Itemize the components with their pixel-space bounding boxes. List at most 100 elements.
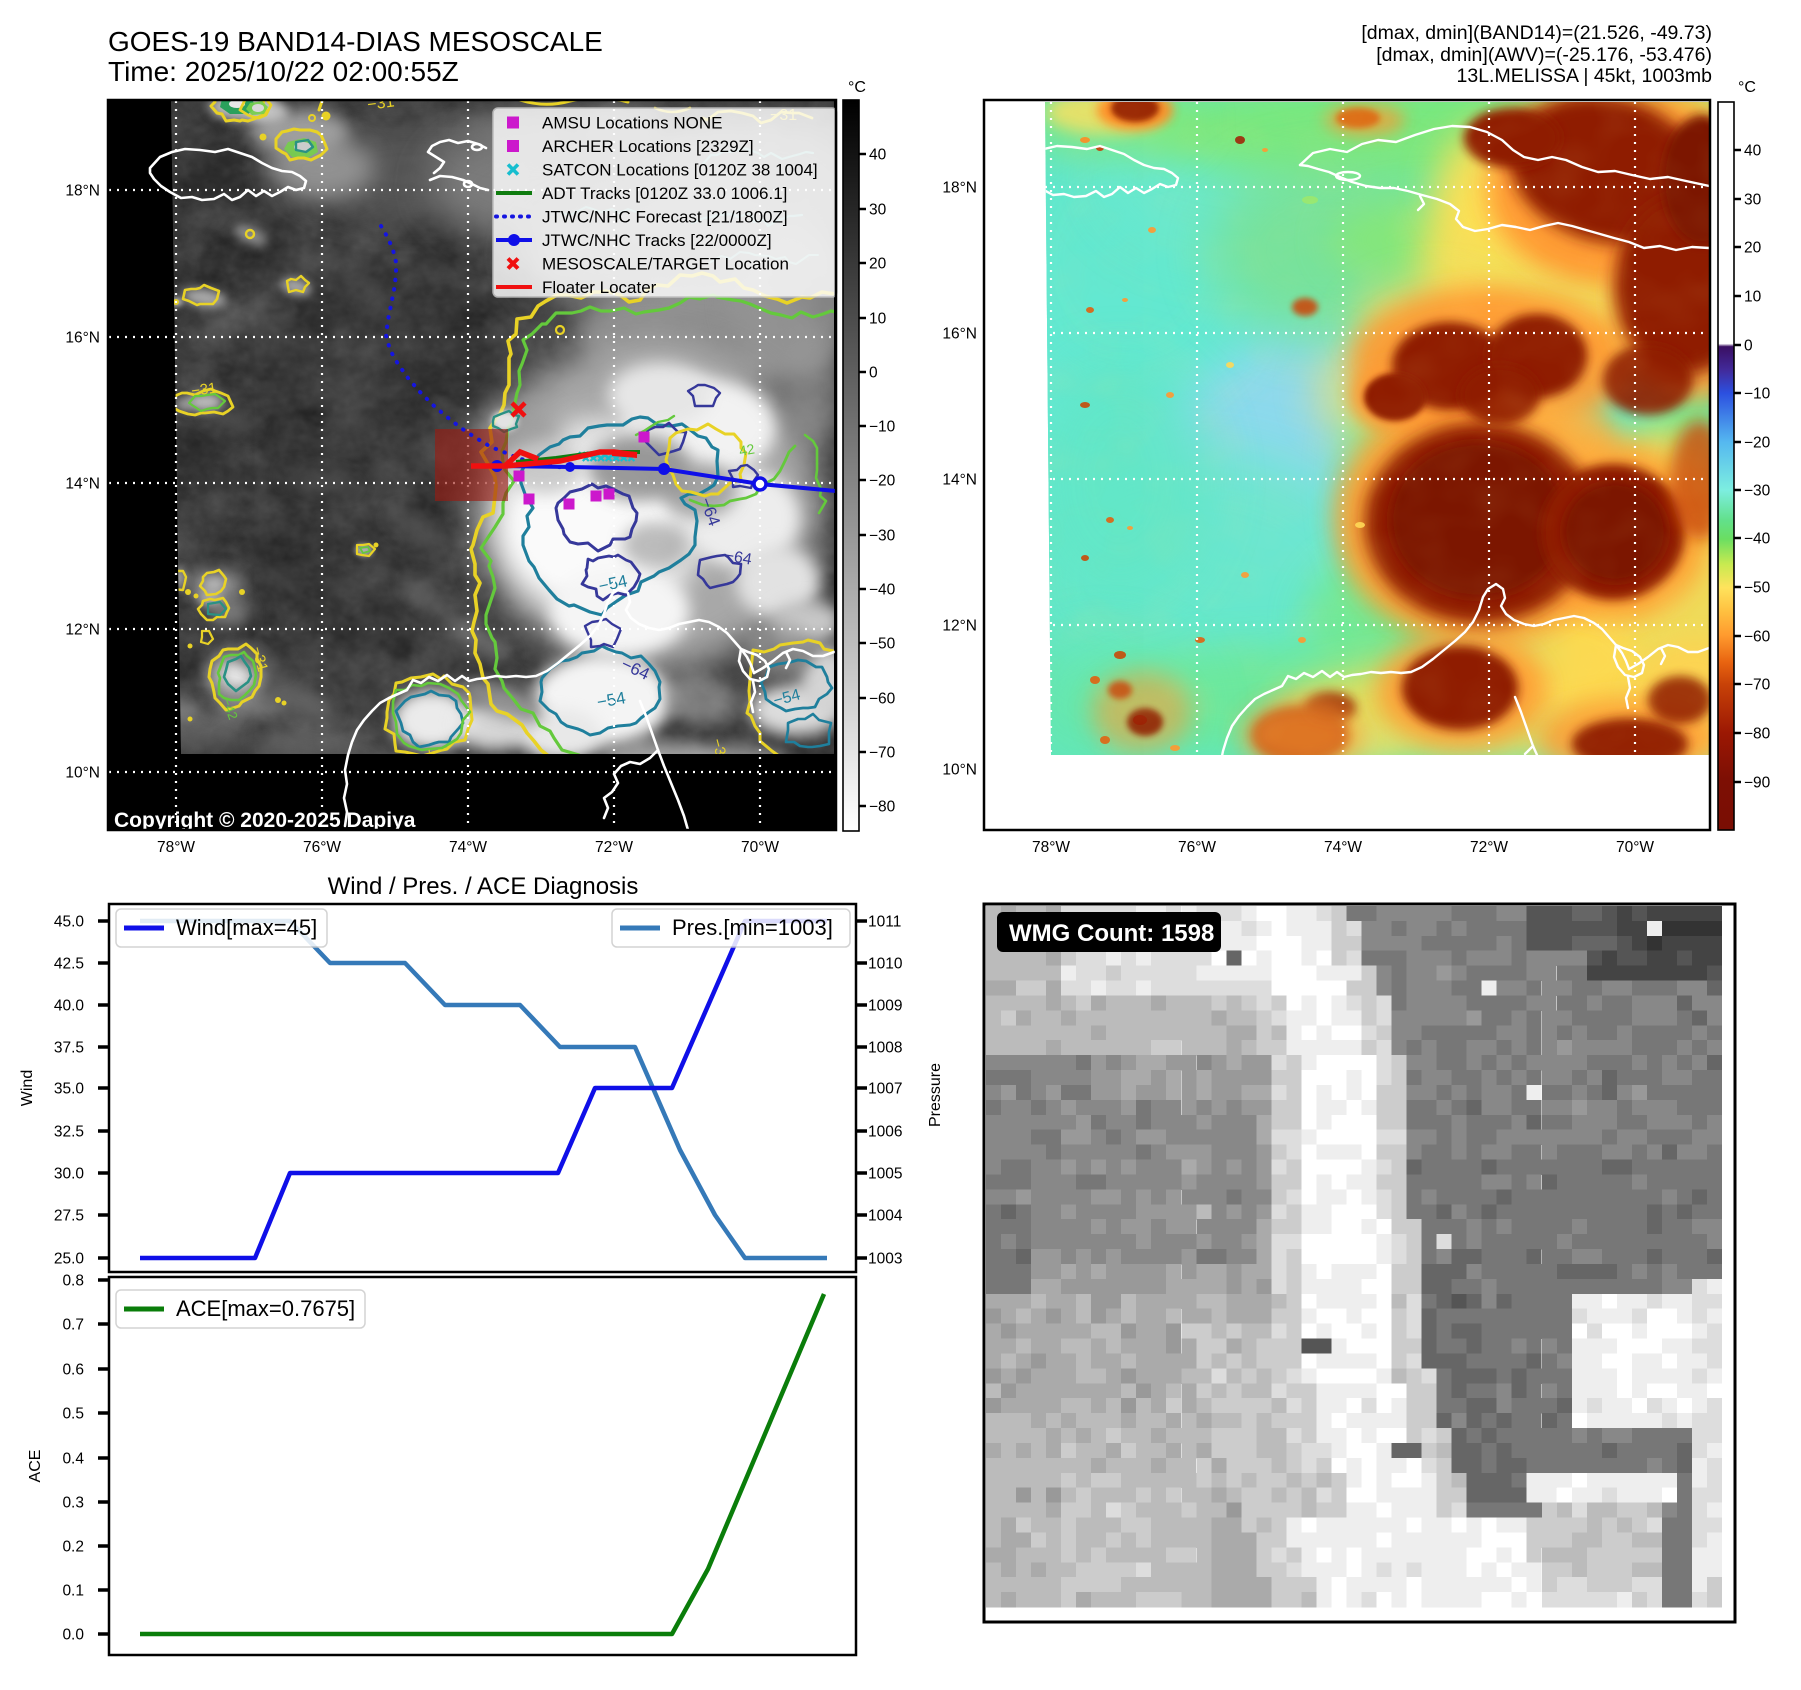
svg-text:ACE[max=0.7675]: ACE[max=0.7675]	[176, 1296, 355, 1321]
svg-text:Pressure: Pressure	[927, 1063, 944, 1127]
svg-text:30: 30	[1744, 192, 1762, 209]
svg-text:AMSU Locations NONE: AMSU Locations NONE	[542, 114, 722, 133]
svg-text:1010: 1010	[868, 956, 903, 973]
svg-text:−70: −70	[1744, 677, 1771, 694]
svg-text:16°N: 16°N	[942, 326, 977, 343]
svg-text:10: 10	[1744, 289, 1762, 306]
svg-text:72°W: 72°W	[1470, 839, 1508, 856]
svg-text:−70: −70	[869, 745, 896, 762]
svg-text:Pres.[min=1003]: Pres.[min=1003]	[672, 915, 833, 940]
svg-text:−31: −31	[190, 380, 218, 400]
svg-text:0.5: 0.5	[62, 1406, 84, 1423]
svg-text:−20: −20	[869, 473, 896, 490]
svg-text:−30: −30	[869, 528, 896, 545]
svg-text:°C: °C	[848, 79, 866, 96]
svg-text:76°W: 76°W	[303, 839, 341, 856]
svg-text:14°N: 14°N	[65, 476, 100, 493]
svg-text:0.4: 0.4	[62, 1451, 84, 1468]
svg-text:Wind: Wind	[19, 1070, 36, 1106]
svg-text:74°W: 74°W	[1324, 839, 1362, 856]
svg-text:13L.MELISSA | 45kt, 1003mb: 13L.MELISSA | 45kt, 1003mb	[1457, 65, 1713, 87]
svg-text:Floater Locater: Floater Locater	[542, 278, 657, 297]
svg-text:[dmax, dmin](BAND14)=(21.526,: [dmax, dmin](BAND14)=(21.526, -49.73)	[1361, 22, 1712, 44]
svg-text:SATCON Locations [0120Z 38 100: SATCON Locations [0120Z 38 1004]	[542, 161, 818, 180]
svg-text:10: 10	[869, 311, 887, 328]
svg-text:42.5: 42.5	[54, 956, 84, 973]
svg-text:MESOSCALE/TARGET Location: MESOSCALE/TARGET Location	[542, 255, 789, 274]
svg-text:0.2: 0.2	[62, 1539, 84, 1556]
svg-text:1008: 1008	[868, 1040, 902, 1057]
svg-text:0.3: 0.3	[62, 1495, 84, 1512]
svg-text:37.5: 37.5	[54, 1040, 84, 1057]
svg-text:Time: 2025/10/22 02:00:55Z: Time: 2025/10/22 02:00:55Z	[108, 56, 459, 87]
svg-text:18°N: 18°N	[65, 183, 100, 200]
svg-text:−54: −54	[595, 688, 627, 712]
svg-text:Wind / Pres. / ACE Diagnosis: Wind / Pres. / ACE Diagnosis	[328, 873, 639, 900]
svg-text:20: 20	[1744, 240, 1762, 257]
svg-text:Copyright © 2020-2025 Dapiya: Copyright © 2020-2025 Dapiya	[114, 809, 416, 832]
svg-text:−40: −40	[1744, 531, 1771, 548]
svg-text:−40: −40	[869, 582, 896, 599]
svg-text:1011: 1011	[868, 914, 901, 931]
svg-text:40: 40	[869, 147, 887, 164]
svg-text:−31: −31	[248, 645, 271, 674]
svg-text:1005: 1005	[868, 1166, 902, 1183]
svg-text:20: 20	[869, 256, 887, 273]
svg-text:1007: 1007	[868, 1081, 902, 1098]
svg-text:35.0: 35.0	[54, 1081, 85, 1098]
svg-text:78°W: 78°W	[1032, 839, 1070, 856]
svg-text:18°N: 18°N	[942, 180, 977, 197]
svg-text:40.0: 40.0	[54, 998, 85, 1015]
svg-text:−10: −10	[1744, 386, 1771, 403]
svg-text:−42: −42	[219, 696, 241, 722]
svg-text:−10: −10	[869, 419, 896, 436]
svg-text:−80: −80	[1744, 726, 1771, 743]
svg-text:0.1: 0.1	[62, 1583, 84, 1600]
svg-text:−30: −30	[1744, 483, 1771, 500]
svg-text:ARCHER Locations [2329Z]: ARCHER Locations [2329Z]	[542, 137, 754, 156]
svg-text:1003: 1003	[868, 1251, 902, 1268]
svg-text:0.7: 0.7	[62, 1317, 84, 1334]
svg-text:76°W: 76°W	[1178, 839, 1216, 856]
svg-text:−54: −54	[772, 686, 803, 709]
svg-text:0: 0	[1744, 338, 1753, 355]
svg-text:Wind[max=45]: Wind[max=45]	[176, 915, 317, 940]
svg-text:−80: −80	[869, 799, 896, 816]
svg-text:−31: −31	[708, 737, 731, 766]
svg-text:0.8: 0.8	[62, 1273, 84, 1290]
svg-text:−20: −20	[1744, 435, 1771, 452]
svg-text:−50: −50	[1744, 580, 1771, 597]
svg-text:27.5: 27.5	[54, 1208, 84, 1225]
svg-text:78°W: 78°W	[157, 839, 195, 856]
svg-text:45.0: 45.0	[54, 914, 85, 931]
svg-text:ACE: ACE	[27, 1450, 44, 1483]
svg-text:32.5: 32.5	[54, 1124, 84, 1141]
svg-text:70°W: 70°W	[741, 839, 779, 856]
svg-text:16°N: 16°N	[65, 330, 100, 347]
svg-text:0: 0	[869, 365, 878, 382]
svg-text:GOES-19 BAND14-DIAS MESOSCALE: GOES-19 BAND14-DIAS MESOSCALE	[108, 26, 603, 57]
svg-text:−60: −60	[869, 691, 896, 708]
svg-text:12°N: 12°N	[942, 618, 977, 635]
svg-text:12°N: 12°N	[65, 622, 100, 639]
svg-text:JTWC/NHC Tracks [22/0000Z]: JTWC/NHC Tracks [22/0000Z]	[542, 231, 772, 250]
svg-text:[dmax, dmin](AWV)=(-25.176, -5: [dmax, dmin](AWV)=(-25.176, -53.476)	[1376, 44, 1712, 66]
svg-text:14°N: 14°N	[942, 472, 977, 489]
svg-text:40: 40	[1744, 143, 1762, 160]
svg-text:−90: −90	[1744, 775, 1771, 792]
svg-text:−31: −31	[420, 748, 441, 776]
svg-text:0.6: 0.6	[62, 1362, 84, 1379]
svg-text:1004: 1004	[868, 1208, 903, 1225]
svg-text:10°N: 10°N	[65, 765, 100, 782]
svg-text:74°W: 74°W	[449, 839, 487, 856]
svg-text:30.0: 30.0	[54, 1166, 85, 1183]
svg-text:72°W: 72°W	[595, 839, 633, 856]
svg-text:ADT Tracks [0120Z 33.0 1006.1]: ADT Tracks [0120Z 33.0 1006.1]	[542, 184, 787, 203]
svg-text:−50: −50	[869, 636, 896, 653]
svg-text:WMG Count: 1598: WMG Count: 1598	[1009, 920, 1214, 947]
svg-text:°C: °C	[1738, 79, 1756, 96]
svg-text:30: 30	[869, 202, 887, 219]
svg-text:10°N: 10°N	[942, 762, 977, 779]
svg-text:JTWC/NHC Forecast [21/1800Z]: JTWC/NHC Forecast [21/1800Z]	[542, 208, 788, 227]
svg-text:−60: −60	[1744, 629, 1771, 646]
